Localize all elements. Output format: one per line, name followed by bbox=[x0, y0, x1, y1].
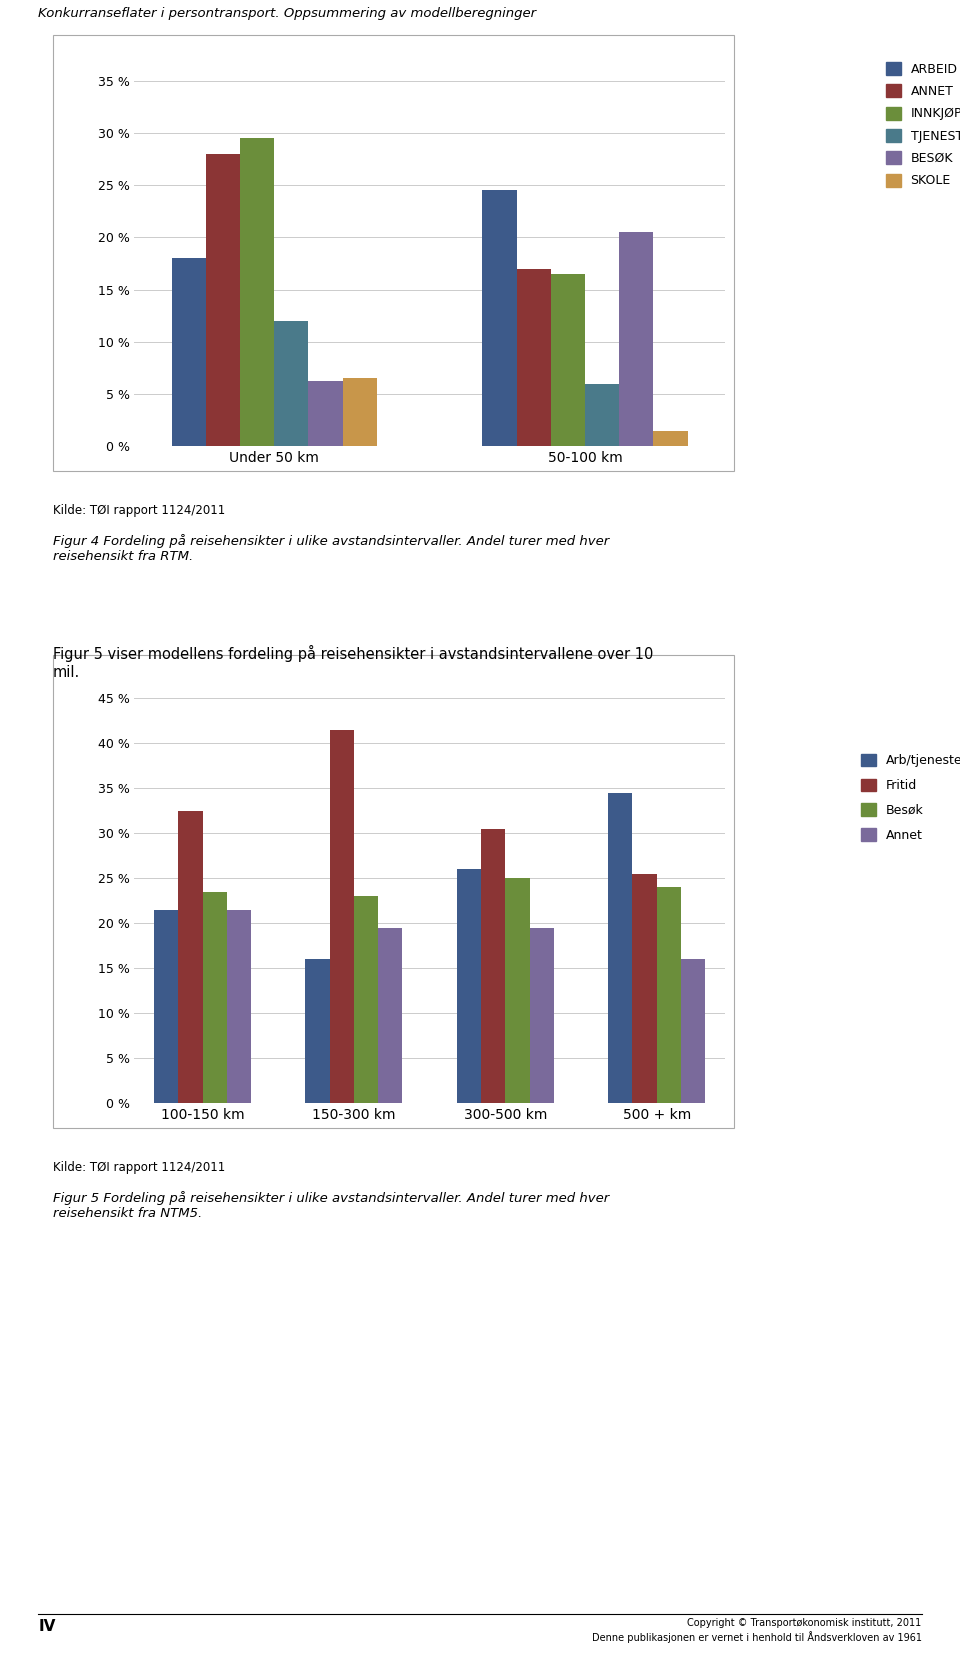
Bar bbox=[343, 378, 376, 446]
Bar bbox=[681, 959, 705, 1103]
Bar bbox=[657, 888, 681, 1103]
Bar bbox=[227, 909, 251, 1103]
Bar bbox=[378, 927, 402, 1103]
Text: Figur 5 Fordeling på reisehensikter i ulike avstandsintervaller. Andel turer med: Figur 5 Fordeling på reisehensikter i ul… bbox=[53, 1191, 609, 1219]
Bar bbox=[203, 891, 227, 1103]
Text: Figur 5 viser modellens fordeling på reisehensikter i avstandsintervallene over : Figur 5 viser modellens fordeling på rei… bbox=[53, 645, 653, 680]
Bar bbox=[240, 138, 275, 446]
Bar bbox=[516, 269, 551, 446]
Text: IV: IV bbox=[38, 1619, 56, 1634]
Bar bbox=[483, 191, 516, 446]
Bar bbox=[154, 909, 179, 1103]
Legend: Arb/tjeneste, Fritid, Besøk, Annet: Arb/tjeneste, Fritid, Besøk, Annet bbox=[857, 750, 960, 846]
Bar bbox=[530, 927, 554, 1103]
Bar bbox=[275, 320, 308, 446]
Bar bbox=[329, 730, 354, 1103]
Bar bbox=[654, 431, 687, 446]
Bar bbox=[633, 874, 657, 1103]
Text: Copyright © Transportøkonomisk institutt, 2011: Copyright © Transportøkonomisk institutt… bbox=[687, 1618, 922, 1627]
Bar bbox=[457, 869, 481, 1103]
Bar bbox=[551, 274, 585, 446]
Bar bbox=[585, 383, 619, 446]
Bar bbox=[481, 830, 505, 1103]
Text: Denne publikasjonen er vernet i henhold til Åndsverkloven av 1961: Denne publikasjonen er vernet i henhold … bbox=[591, 1631, 922, 1642]
Bar bbox=[619, 232, 654, 446]
Text: Konkurranseflater i persontransport. Oppsummering av modellberegninger: Konkurranseflater i persontransport. Opp… bbox=[38, 8, 537, 20]
Bar bbox=[308, 382, 343, 446]
Bar bbox=[172, 259, 205, 446]
Bar bbox=[505, 878, 530, 1103]
Bar bbox=[354, 896, 378, 1103]
Bar bbox=[179, 811, 203, 1103]
Bar bbox=[305, 959, 329, 1103]
Legend: ARBEID, ANNET, INNKJØP, TJENEST, BESØK, SKOLE: ARBEID, ANNET, INNKJØP, TJENEST, BESØK, … bbox=[882, 58, 960, 191]
Bar bbox=[609, 793, 633, 1103]
Text: Kilde: TØI rapport 1124/2011: Kilde: TØI rapport 1124/2011 bbox=[53, 504, 225, 518]
Bar bbox=[205, 154, 240, 446]
Text: Figur 4 Fordeling på reisehensikter i ulike avstandsintervaller. Andel turer med: Figur 4 Fordeling på reisehensikter i ul… bbox=[53, 534, 609, 562]
Text: Kilde: TØI rapport 1124/2011: Kilde: TØI rapport 1124/2011 bbox=[53, 1161, 225, 1175]
